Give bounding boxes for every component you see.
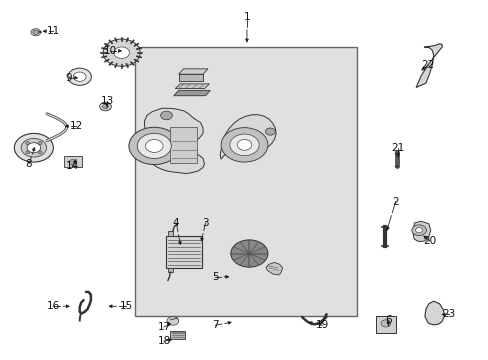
- Polygon shape: [220, 115, 276, 159]
- Text: 3: 3: [202, 218, 208, 228]
- Text: 23: 23: [442, 310, 455, 319]
- Bar: [375, 316, 395, 333]
- Text: 19: 19: [315, 320, 328, 330]
- Circle shape: [31, 29, 41, 36]
- Circle shape: [229, 134, 259, 156]
- Circle shape: [237, 139, 251, 150]
- Text: 18: 18: [157, 336, 170, 346]
- Polygon shape: [178, 74, 203, 81]
- Circle shape: [26, 151, 30, 154]
- Bar: [167, 268, 172, 272]
- Polygon shape: [265, 262, 282, 275]
- Bar: [165, 235, 202, 268]
- Text: 22: 22: [420, 60, 433, 70]
- Circle shape: [100, 102, 111, 111]
- Text: 12: 12: [69, 121, 83, 131]
- Circle shape: [415, 228, 422, 233]
- Circle shape: [14, 134, 53, 162]
- Text: 14: 14: [66, 161, 80, 171]
- Circle shape: [129, 127, 179, 165]
- Circle shape: [411, 225, 426, 235]
- Polygon shape: [424, 301, 444, 325]
- Circle shape: [68, 68, 91, 85]
- Bar: [167, 231, 172, 235]
- Circle shape: [380, 320, 390, 327]
- Text: 13: 13: [100, 96, 113, 106]
- Circle shape: [26, 142, 30, 145]
- Circle shape: [166, 317, 178, 325]
- Bar: [64, 156, 81, 167]
- Circle shape: [230, 240, 267, 267]
- Circle shape: [103, 39, 140, 66]
- Bar: [135, 47, 356, 316]
- Circle shape: [27, 143, 41, 153]
- Circle shape: [21, 138, 46, 157]
- Circle shape: [102, 104, 108, 109]
- Polygon shape: [175, 84, 209, 89]
- Text: 10: 10: [103, 46, 117, 56]
- Text: 21: 21: [391, 143, 404, 153]
- Circle shape: [38, 151, 42, 154]
- Text: 20: 20: [423, 236, 435, 246]
- Text: 11: 11: [47, 26, 60, 36]
- Circle shape: [137, 134, 171, 158]
- Circle shape: [114, 47, 129, 58]
- Circle shape: [38, 142, 42, 145]
- Text: 5: 5: [211, 272, 218, 282]
- Circle shape: [265, 128, 275, 135]
- Polygon shape: [144, 108, 204, 174]
- Circle shape: [69, 159, 77, 165]
- Text: 17: 17: [157, 322, 170, 332]
- Circle shape: [145, 139, 163, 152]
- Polygon shape: [415, 44, 442, 87]
- Text: 6: 6: [384, 315, 391, 325]
- Text: 4: 4: [173, 218, 179, 228]
- Circle shape: [33, 30, 39, 35]
- Polygon shape: [173, 90, 210, 96]
- Bar: [170, 330, 184, 338]
- Circle shape: [221, 128, 267, 162]
- Text: 9: 9: [65, 73, 72, 83]
- Text: 8: 8: [25, 159, 32, 169]
- Text: 2: 2: [391, 197, 398, 207]
- Polygon shape: [178, 69, 207, 74]
- Circle shape: [73, 72, 86, 81]
- Text: 16: 16: [47, 301, 60, 311]
- Text: 1: 1: [243, 12, 250, 22]
- Bar: [170, 127, 197, 163]
- Text: 15: 15: [120, 301, 133, 311]
- Text: 7: 7: [211, 320, 218, 330]
- Polygon shape: [412, 221, 430, 242]
- Circle shape: [160, 111, 172, 120]
